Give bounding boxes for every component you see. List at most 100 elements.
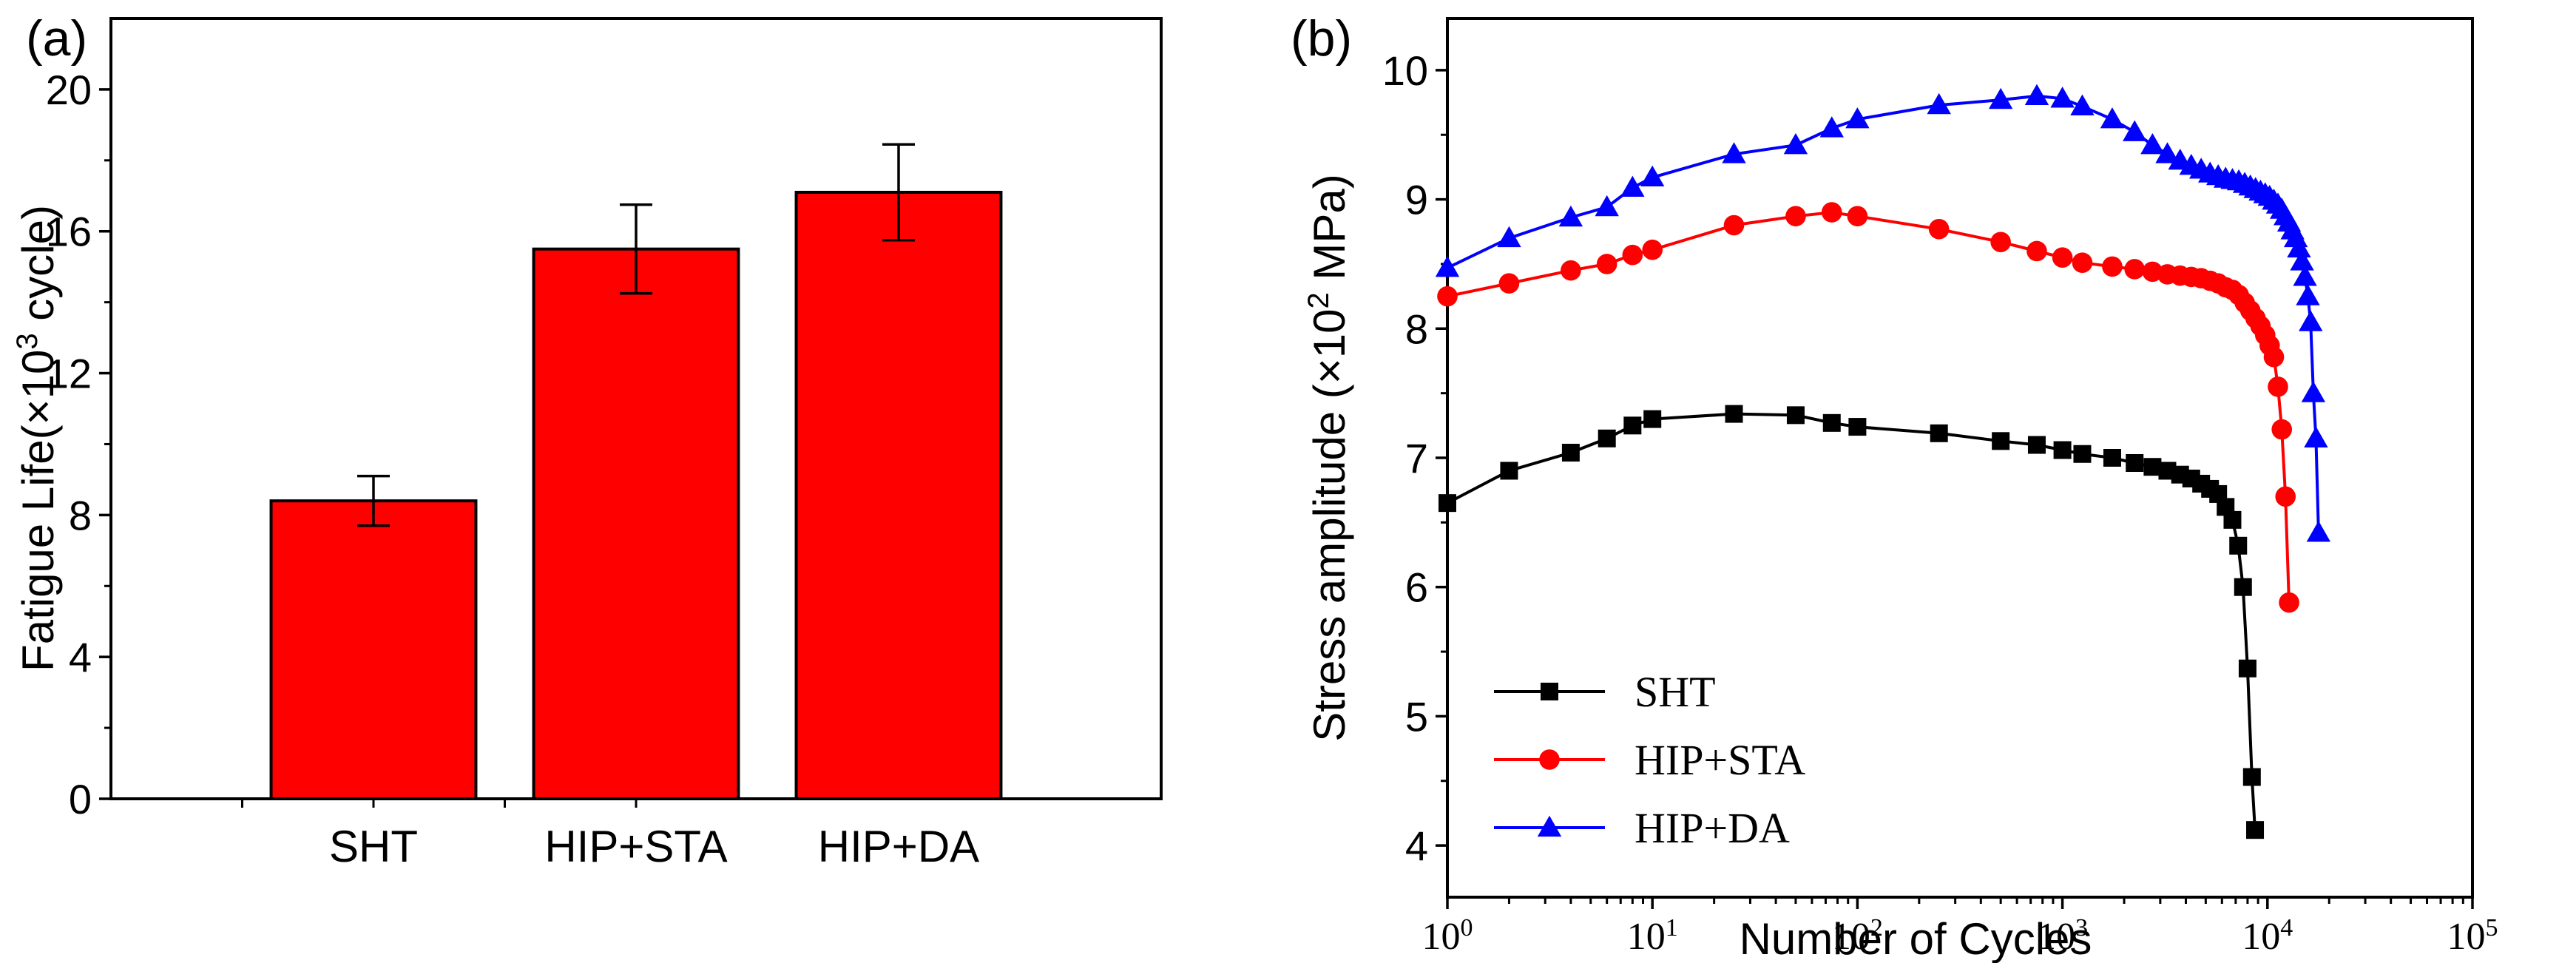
marker-circle <box>1723 214 1745 236</box>
marker-square <box>2073 445 2092 463</box>
marker-square <box>2238 659 2256 678</box>
panel-a-label: (a) <box>26 10 87 67</box>
marker-triangle <box>1435 255 1460 277</box>
y-tick-label: 12 <box>46 351 92 397</box>
marker-square <box>2126 453 2144 472</box>
marker-circle <box>1539 749 1560 770</box>
marker-circle <box>1990 232 2011 253</box>
panel-b-legend: SHT HIP+STA HIP+DA <box>1494 668 1805 852</box>
x-category-label: SHT <box>329 822 418 871</box>
marker-circle <box>1596 254 1617 274</box>
marker-circle <box>1622 244 1643 266</box>
series-line <box>1447 412 2256 831</box>
marker-circle <box>2124 259 2146 280</box>
x-category-label: HIP+STA <box>544 822 727 871</box>
marker-square <box>2103 449 2121 467</box>
marker-square <box>1561 444 1580 462</box>
marker-square <box>2223 510 2242 529</box>
marker-square <box>1500 462 1518 480</box>
marker-square <box>1643 410 1662 428</box>
bar-hip-da <box>794 190 1003 800</box>
panel-a-bars <box>269 143 1003 801</box>
marker-triangle <box>1783 133 1808 155</box>
marker-circle <box>2072 252 2093 273</box>
marker-triangle <box>1819 116 1844 138</box>
marker-triangle <box>1640 165 1665 187</box>
panel-b-x-ticks: 100 101 102 103 104 105 <box>1422 897 2498 958</box>
panel-a-x-ticks: SHT HIP+STA HIP+DA <box>241 799 979 871</box>
panel-b-x-axis-label: Number of Cycles <box>1740 914 2092 963</box>
panel-b-line-chart: (b) 4 5 6 7 8 9 10 100 101 102 103 104 105 SHT HIP+S… <box>1291 10 2498 963</box>
y-tick-label: 10 <box>1382 47 1428 94</box>
marker-square <box>1786 406 1805 425</box>
y-tick-label: 20 <box>46 67 92 113</box>
marker-square <box>1822 413 1841 432</box>
y-tick-label: 6 <box>1405 564 1428 611</box>
panel-b-y-axis-label: Stress amplitude (×102 MPa) <box>1302 174 1354 742</box>
marker-circle <box>1498 273 1520 294</box>
marker-square <box>2246 821 2265 839</box>
marker-square <box>1541 683 1558 700</box>
panel-a-y-ticks: 0 4 8 12 16 20 <box>46 67 111 822</box>
marker-triangle <box>1845 107 1870 129</box>
legend-label: SHT <box>1634 668 1716 716</box>
legend-label: HIP+DA <box>1634 804 1790 852</box>
marker-square <box>1848 418 1867 436</box>
marker-circle <box>1928 218 1950 240</box>
marker-square <box>1439 494 1456 513</box>
marker-circle <box>2268 376 2288 397</box>
panel-a-bar-chart: (a) 0 4 8 12 16 20 SHT HIP+STA HIP+DA Fatigue L… <box>11 10 1163 871</box>
marker-square <box>2143 458 2162 476</box>
marker-triangle <box>2299 310 2323 331</box>
x-tick-label: 100 <box>1422 914 1473 959</box>
marker-triangle <box>1620 175 1645 197</box>
series-hip-da <box>1435 84 2331 542</box>
marker-square <box>2053 441 2072 459</box>
marker-triangle <box>1497 226 1521 248</box>
x-tick-label: 105 <box>2447 914 2498 959</box>
y-tick-label: 16 <box>46 209 92 255</box>
y-tick-label: 4 <box>1405 822 1428 869</box>
marker-circle <box>1785 206 1806 227</box>
marker-circle <box>2026 240 2047 262</box>
panel-b-y-ticks: 4 5 6 7 8 9 10 <box>1382 47 1447 869</box>
panel-b-plot-frame <box>1446 17 2474 899</box>
marker-triangle <box>2301 381 2326 402</box>
marker-circle <box>1847 206 1868 227</box>
marker-triangle <box>2024 84 2049 105</box>
marker-square <box>1623 416 1642 435</box>
marker-triangle <box>1988 87 2013 109</box>
marker-square <box>1598 429 1616 447</box>
marker-circle <box>1821 202 1842 223</box>
marker-triangle <box>2070 94 2095 115</box>
series-sht <box>1439 405 2265 839</box>
marker-circle <box>2271 419 2293 440</box>
y-tick-label: 9 <box>1405 177 1428 223</box>
marker-triangle <box>2287 236 2311 258</box>
marker-triangle <box>2296 284 2320 305</box>
marker-square <box>2027 436 2046 454</box>
x-tick-label: 102 <box>1832 914 1883 959</box>
marker-triangle <box>2100 107 2125 129</box>
marker-circle <box>2263 346 2285 368</box>
marker-circle <box>1437 285 1458 307</box>
x-tick-label: 101 <box>1627 914 1678 959</box>
bar-sht <box>269 499 478 800</box>
y-tick-label: 8 <box>1405 305 1428 352</box>
y-tick-label: 7 <box>1405 435 1428 482</box>
x-tick-label: 104 <box>2242 914 2293 959</box>
marker-triangle <box>1595 195 1619 217</box>
marker-circle <box>2279 592 2299 613</box>
bar-hip-sta <box>532 247 740 801</box>
marker-circle <box>2102 256 2123 277</box>
marker-square <box>2229 536 2248 555</box>
panel-b-label: (b) <box>1291 10 1352 67</box>
marker-triangle <box>1927 92 1951 115</box>
marker-triangle <box>1722 142 1746 163</box>
marker-triangle <box>2304 426 2328 447</box>
marker-square <box>2242 768 2261 786</box>
marker-circle <box>1561 260 1581 281</box>
marker-circle <box>2052 247 2073 268</box>
marker-square <box>1725 405 1743 423</box>
